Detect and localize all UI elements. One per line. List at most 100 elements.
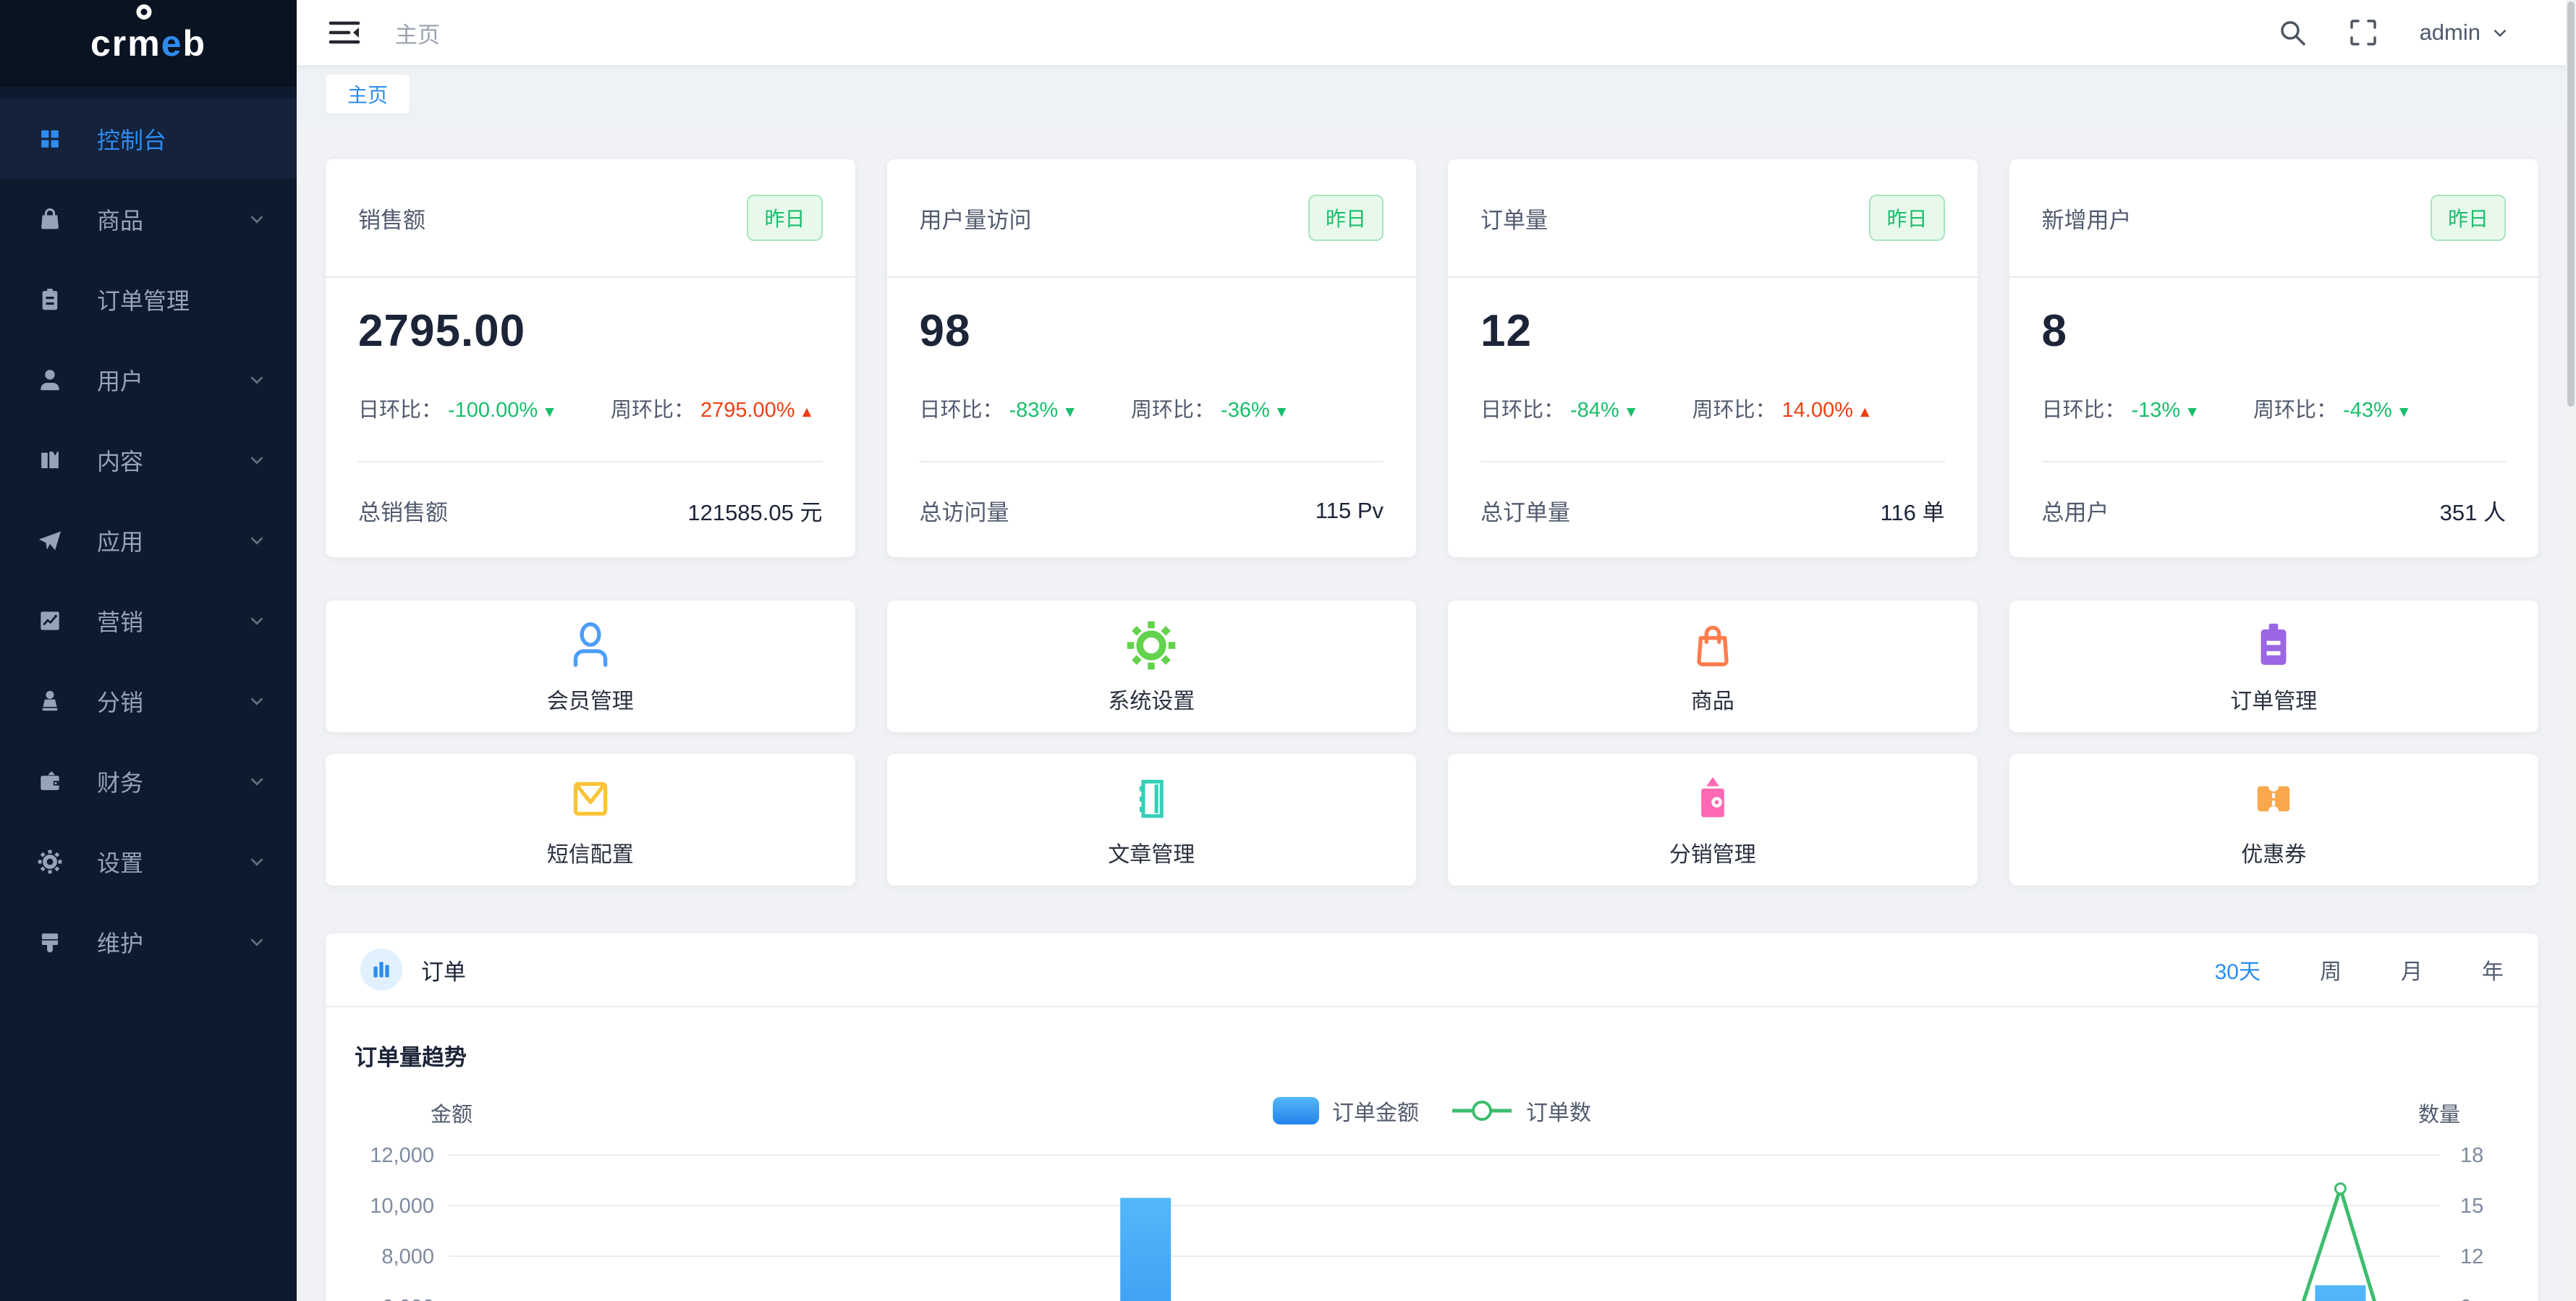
svg-text:12,000: 12,000: [370, 1144, 434, 1167]
chevron-down-icon: [250, 376, 263, 384]
sidebar-item-label: 内容: [97, 448, 144, 475]
svg-text:6,000: 6,000: [381, 1296, 434, 1301]
dashboard-icon: [36, 125, 64, 153]
chart-legend: 订单金额 订单数: [326, 1095, 2538, 1127]
shortcut-文章管理[interactable]: 文章管理: [886, 754, 1416, 886]
sidebar-item-维护[interactable]: 维护: [0, 902, 297, 982]
shortcut-label: 会员管理: [546, 690, 634, 713]
member-icon: [563, 618, 618, 673]
logo-text: cr: [90, 23, 128, 64]
stat-card-新增用户: 新增用户 昨日 8 日环比： -13% ▼ 周环比： -43% ▼ 总用户 351 人: [2009, 159, 2538, 557]
topnav-home-link[interactable]: 主页: [395, 22, 440, 48]
admin-menu[interactable]: admin: [2420, 20, 2509, 46]
sidebar-item-label: 控制台: [97, 127, 167, 153]
chart-tab-周[interactable]: 周: [2320, 960, 2342, 984]
trend-arrow-icon: ▼: [542, 404, 557, 420]
stat-card-title: 用户量访问: [919, 207, 1032, 233]
shortcut-商品[interactable]: 商品: [1448, 601, 1978, 732]
pie-wallet-icon: [1685, 771, 1740, 826]
divider: [919, 461, 1384, 462]
mail-icon: [563, 771, 618, 826]
sidebar-item-内容[interactable]: 内容: [0, 420, 297, 500]
order-icon: [36, 286, 64, 313]
shortcut-优惠券[interactable]: 优惠券: [2009, 754, 2538, 886]
shortcut-系统设置[interactable]: 系统设置: [886, 601, 1416, 732]
stat-footer-value: 121585.05 元: [687, 500, 823, 525]
svg-text:12: 12: [2460, 1245, 2483, 1268]
search-icon[interactable]: [2278, 18, 2307, 47]
chevron-down-icon: [250, 777, 263, 786]
shortcut-订单管理[interactable]: 订单管理: [2009, 601, 2538, 732]
chevron-down-icon: [250, 215, 263, 224]
logo-text-e: e: [161, 23, 183, 64]
sidebar-item-财务[interactable]: 财务: [0, 741, 297, 821]
axis-labels-row: 金额 订单金额 订单数 数量: [326, 1092, 2538, 1132]
legend-line-swatch: [1452, 1101, 1512, 1121]
sidebar-item-商品[interactable]: 商品: [0, 179, 297, 259]
sidebar-item-label: 分销: [97, 689, 144, 716]
stat-card-title: 新增用户: [2041, 207, 2132, 233]
shortcut-短信配置[interactable]: 短信配置: [326, 754, 855, 886]
stat-footer-value: 351 人: [2439, 500, 2506, 525]
divider: [2041, 461, 2506, 462]
stat-card-value: 98: [919, 306, 971, 356]
sidebar-item-应用[interactable]: 应用: [0, 500, 297, 580]
sidebar-item-用户[interactable]: 用户: [0, 339, 297, 420]
shortcut-分销管理[interactable]: 分销管理: [1448, 754, 1978, 886]
sidebar-item-label: 营销: [97, 609, 144, 635]
main-content: 销售额 昨日 2795.00 日环比： -100.00% ▼ 周环比： 2795.00…: [297, 123, 2576, 1301]
sidebar-item-label: 用户: [97, 368, 144, 394]
maintenance-icon: [36, 928, 64, 956]
chevron-down-icon: [250, 938, 263, 946]
shortcut-label: 订单管理: [2230, 690, 2318, 713]
app-icon: [36, 527, 64, 554]
tag-home[interactable]: 主页: [326, 75, 410, 114]
stat-card-badge: 昨日: [747, 195, 823, 241]
ratio-item: 日环比： -84% ▼: [1480, 399, 1639, 422]
legend-order-amount[interactable]: 订单金额: [1273, 1095, 1419, 1127]
trend-arrow-icon: ▲: [799, 404, 815, 420]
ratio-item: 日环比： -100.00% ▼: [358, 399, 557, 422]
ratio-item: 周环比： -36% ▼: [1131, 399, 1289, 422]
svg-text:8,000: 8,000: [381, 1245, 434, 1268]
svg-text:18: 18: [2460, 1144, 2483, 1167]
page-scrollbar[interactable]: [2566, 0, 2576, 1301]
stat-footer-label: 总订单量: [1480, 500, 1570, 525]
stat-footer-label: 总销售额: [358, 500, 448, 525]
legend-order-count[interactable]: 订单数: [1451, 1095, 1591, 1127]
scrollbar-thumb[interactable]: [2567, 1, 2575, 407]
sidebar-item-分销[interactable]: 分销: [0, 661, 297, 741]
trend-arrow-icon: ▲: [1857, 404, 1873, 420]
chart-tab-30天[interactable]: 30天: [2214, 960, 2261, 984]
gear-icon: [1124, 618, 1179, 673]
chart-tab-月[interactable]: 月: [2401, 960, 2423, 984]
collapse-menu-icon[interactable]: [329, 18, 360, 47]
admin-username: admin: [2419, 20, 2480, 45]
stat-card-value: 8: [2041, 306, 2067, 356]
chevron-down-icon: [250, 616, 263, 625]
chart-tab-年[interactable]: 年: [2482, 960, 2504, 984]
trend-arrow-icon: ▼: [1274, 404, 1289, 420]
shortcut-会员管理[interactable]: 会员管理: [326, 601, 855, 732]
sidebar-item-控制台[interactable]: 控制台: [0, 98, 297, 179]
topbar: 主页 admin: [297, 0, 2576, 65]
order-trend-chart: 12,0001810,000158,000126,00094,00062,000…: [370, 1144, 2483, 1301]
order-panel-title: 订单: [421, 959, 466, 985]
logo-text-b: b: [182, 23, 207, 64]
crmeb-logo: crmeb: [90, 22, 206, 64]
ratio-item: 周环比： -43% ▼: [2253, 399, 2412, 422]
shortcut-label: 文章管理: [1108, 843, 1195, 867]
stat-footer-value: 115 Pv: [1315, 497, 1384, 523]
fullscreen-icon[interactable]: [2349, 18, 2378, 47]
sidebar-item-label: 财务: [97, 769, 144, 796]
stat-card-title: 订单量: [1480, 207, 1548, 233]
content-icon: [36, 446, 64, 474]
sidebar-item-营销[interactable]: 营销: [0, 580, 297, 661]
chevron-down-icon: [250, 697, 263, 705]
stat-card-title: 销售额: [358, 207, 425, 233]
coupon-icon: [2246, 771, 2301, 826]
stat-card-badge: 昨日: [1308, 195, 1384, 241]
shortcut-cards: 会员管理 系统设置 商品 订单管理 短信配置 文章管理 分销管理 优惠券: [326, 601, 2538, 886]
sidebar-item-设置[interactable]: 设置: [0, 821, 297, 902]
sidebar-item-订单管理[interactable]: 订单管理: [0, 259, 297, 339]
